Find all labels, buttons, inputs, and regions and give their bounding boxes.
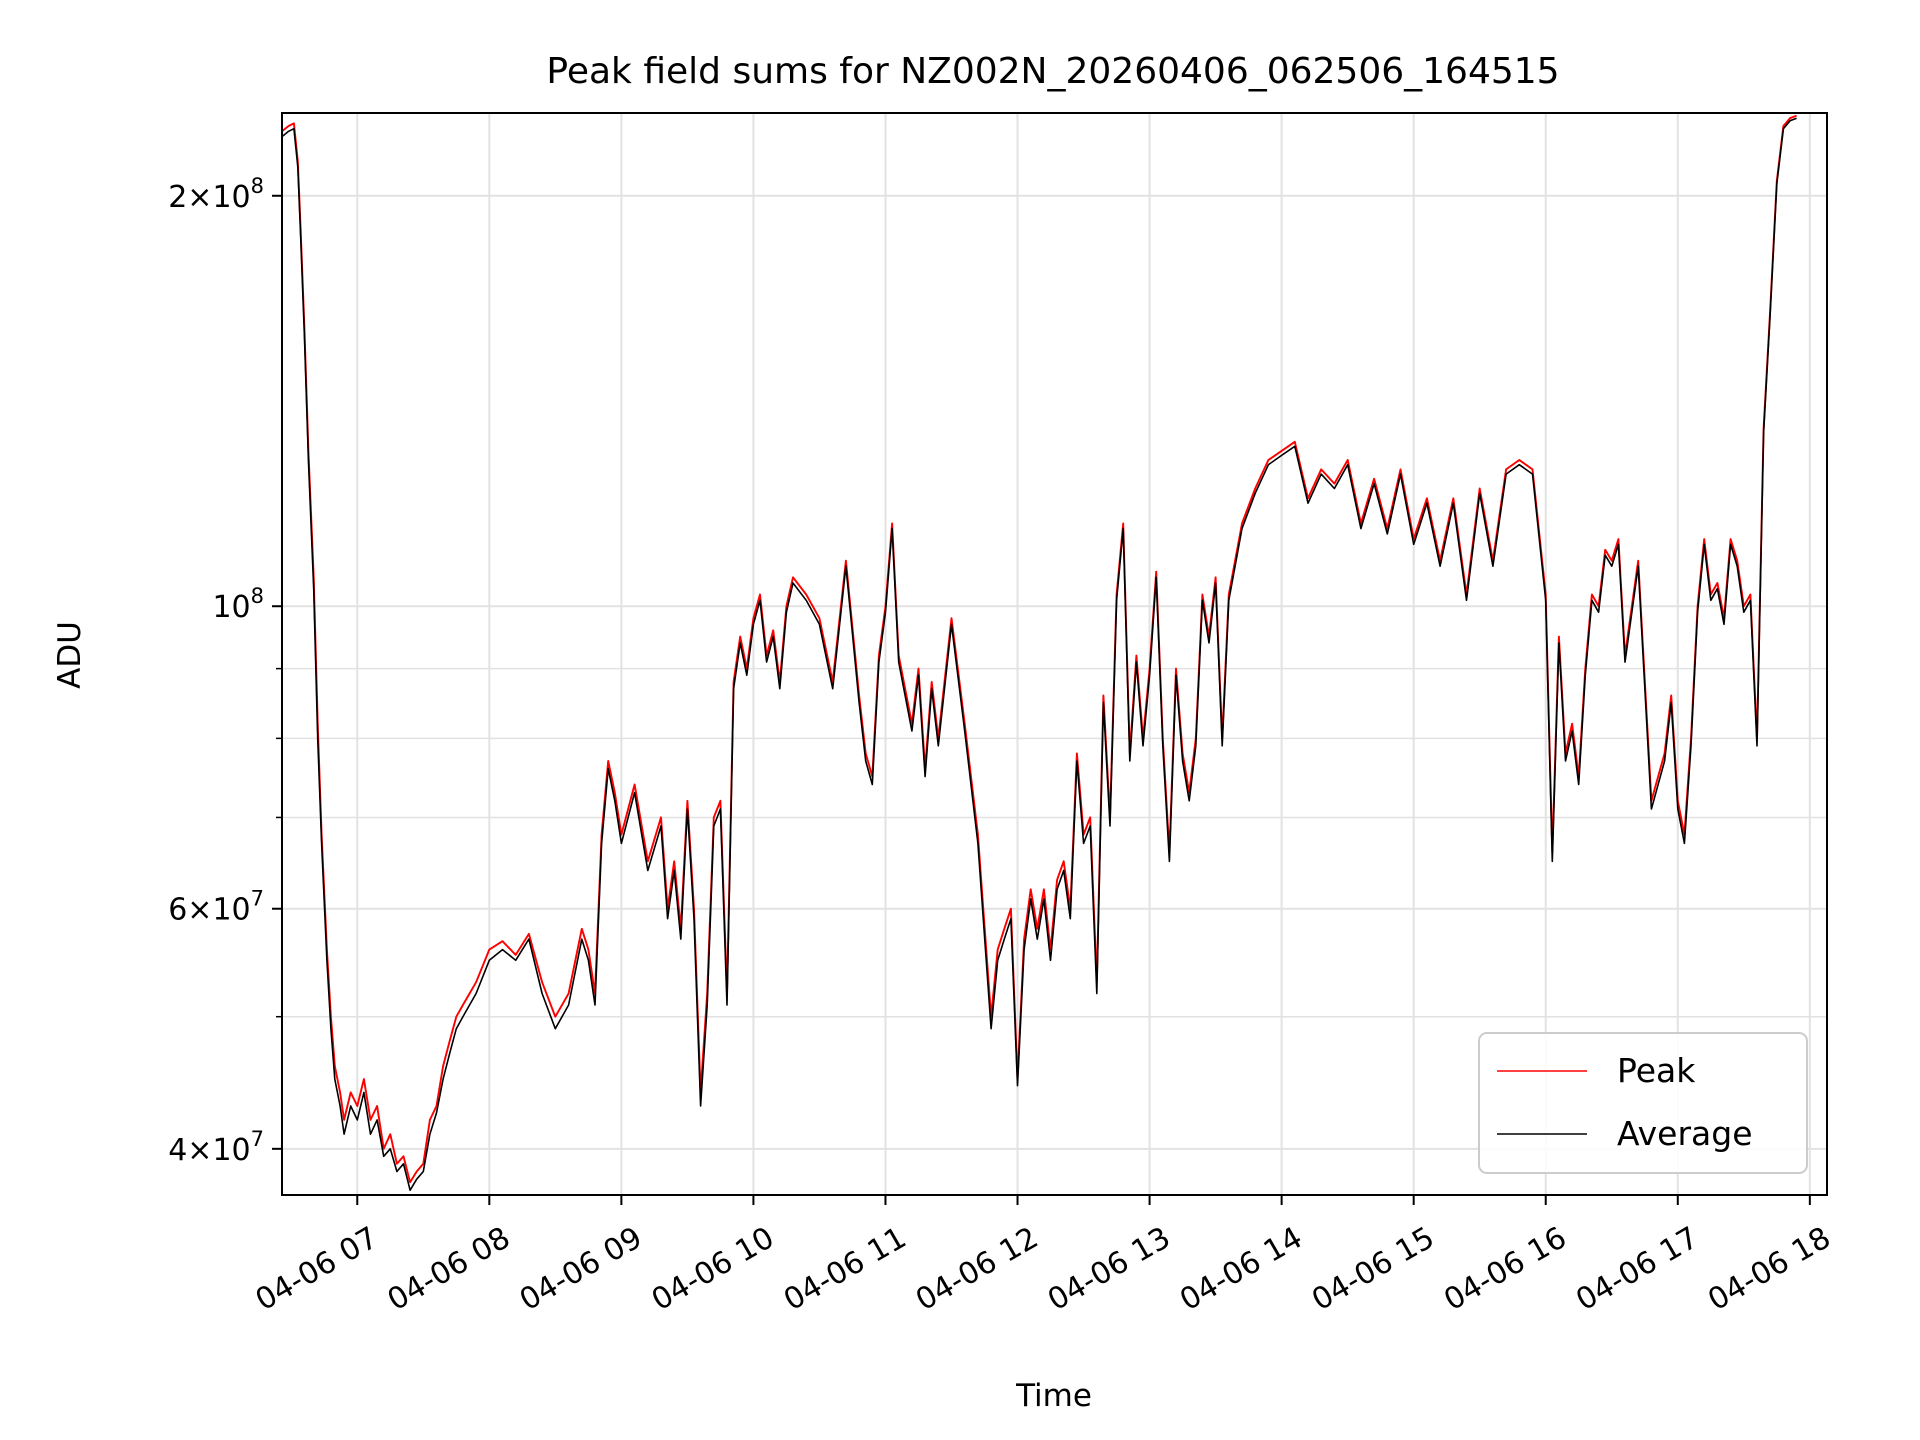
legend-box xyxy=(1478,1032,1808,1174)
series-line-peak xyxy=(282,114,1797,1184)
y-axis-label: ADU xyxy=(52,621,88,689)
y-tick-label: 108 xyxy=(212,584,264,625)
legend-label-peak: Peak xyxy=(1617,1051,1696,1090)
y-tick-label: 4×107 xyxy=(168,1127,264,1168)
legend-label-average: Average xyxy=(1617,1114,1753,1153)
plot-frame xyxy=(281,112,1828,1196)
x-axis-label: Time xyxy=(1015,1378,1092,1414)
legend: Peak Average xyxy=(1478,1032,1808,1174)
y-tick-label: 2×108 xyxy=(168,174,264,215)
y-axis-ticks: 4×107 6×107 108 2×108 xyxy=(168,174,282,1168)
series-line-average xyxy=(282,117,1797,1191)
chart-title: Peak field sums for NZ002N_20260406_0625… xyxy=(546,51,1559,92)
grid xyxy=(282,113,1827,1195)
y-tick-label: 6×107 xyxy=(168,887,264,928)
